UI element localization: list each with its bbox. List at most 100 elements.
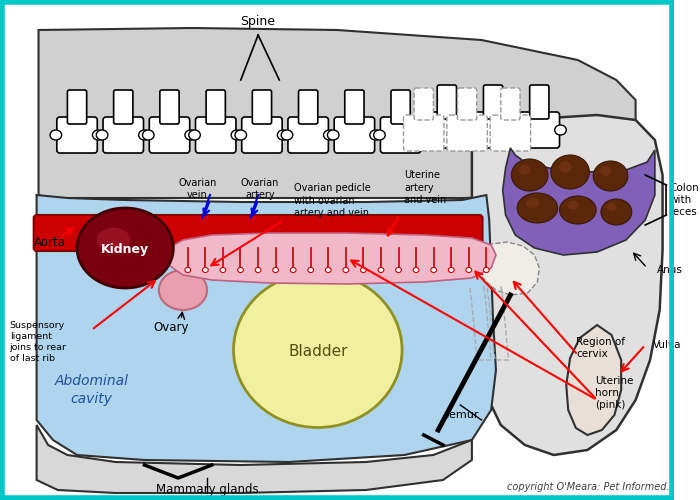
Ellipse shape xyxy=(593,161,628,191)
FancyBboxPatch shape xyxy=(67,90,87,124)
FancyBboxPatch shape xyxy=(380,117,421,153)
Text: Aorta: Aorta xyxy=(34,236,66,250)
Ellipse shape xyxy=(508,125,520,135)
FancyBboxPatch shape xyxy=(426,112,467,148)
FancyBboxPatch shape xyxy=(403,115,444,151)
Ellipse shape xyxy=(237,268,244,272)
Polygon shape xyxy=(36,195,496,462)
Text: Ovarian
vein: Ovarian vein xyxy=(178,178,216,200)
Polygon shape xyxy=(470,242,539,295)
FancyBboxPatch shape xyxy=(149,117,190,153)
Ellipse shape xyxy=(420,125,431,135)
Text: Ovarian
artery: Ovarian artery xyxy=(241,178,279,200)
Ellipse shape xyxy=(97,228,130,252)
Text: Ovarian pedicle
with ovarian
artery and vein: Ovarian pedicle with ovarian artery and … xyxy=(294,183,370,218)
FancyBboxPatch shape xyxy=(500,88,520,120)
Ellipse shape xyxy=(273,268,279,272)
FancyBboxPatch shape xyxy=(334,117,374,153)
Ellipse shape xyxy=(360,268,366,272)
Ellipse shape xyxy=(370,130,382,140)
Ellipse shape xyxy=(559,196,596,224)
Text: Region of
cervix: Region of cervix xyxy=(576,337,625,359)
Ellipse shape xyxy=(326,268,331,272)
Text: Kidney: Kidney xyxy=(101,244,149,256)
Ellipse shape xyxy=(77,208,174,288)
Ellipse shape xyxy=(512,125,524,135)
Ellipse shape xyxy=(281,130,293,140)
Ellipse shape xyxy=(189,130,200,140)
FancyBboxPatch shape xyxy=(414,88,433,120)
FancyBboxPatch shape xyxy=(391,90,410,124)
Ellipse shape xyxy=(159,270,207,310)
Ellipse shape xyxy=(559,162,572,172)
Ellipse shape xyxy=(462,125,474,135)
Polygon shape xyxy=(566,325,621,435)
Polygon shape xyxy=(503,148,655,255)
Text: Bladder: Bladder xyxy=(288,344,348,360)
FancyBboxPatch shape xyxy=(438,85,456,119)
FancyBboxPatch shape xyxy=(195,117,236,153)
Ellipse shape xyxy=(328,130,339,140)
Ellipse shape xyxy=(143,130,154,140)
FancyBboxPatch shape xyxy=(298,90,318,124)
Ellipse shape xyxy=(185,268,190,272)
Ellipse shape xyxy=(430,268,437,272)
Text: Ovary: Ovary xyxy=(154,322,189,334)
Text: Abdominal
cavity: Abdominal cavity xyxy=(55,374,129,406)
Text: Spine: Spine xyxy=(241,15,276,28)
Text: copyright O'Meara: Pet Informed.: copyright O'Meara: Pet Informed. xyxy=(507,482,669,492)
Ellipse shape xyxy=(448,268,454,272)
FancyBboxPatch shape xyxy=(113,90,133,124)
Ellipse shape xyxy=(308,268,314,272)
FancyBboxPatch shape xyxy=(447,115,487,151)
FancyBboxPatch shape xyxy=(473,112,513,148)
Ellipse shape xyxy=(255,268,261,272)
Ellipse shape xyxy=(517,193,558,223)
Ellipse shape xyxy=(185,130,197,140)
Text: Uterine
artery
and vein: Uterine artery and vein xyxy=(405,170,447,205)
FancyBboxPatch shape xyxy=(241,117,282,153)
Polygon shape xyxy=(159,233,496,284)
FancyBboxPatch shape xyxy=(206,90,225,124)
Ellipse shape xyxy=(519,165,531,175)
Ellipse shape xyxy=(526,198,539,208)
Ellipse shape xyxy=(554,125,566,135)
Ellipse shape xyxy=(378,268,384,272)
FancyBboxPatch shape xyxy=(490,115,531,151)
Polygon shape xyxy=(38,28,636,200)
Text: Mammary glands: Mammary glands xyxy=(155,483,258,496)
Polygon shape xyxy=(472,115,663,455)
Ellipse shape xyxy=(416,130,428,140)
Ellipse shape xyxy=(551,155,589,189)
Ellipse shape xyxy=(234,272,402,428)
Ellipse shape xyxy=(601,199,632,225)
Polygon shape xyxy=(36,425,472,493)
FancyBboxPatch shape xyxy=(530,85,549,119)
Ellipse shape xyxy=(220,268,226,272)
Ellipse shape xyxy=(343,268,349,272)
Text: femur: femur xyxy=(445,410,479,420)
FancyBboxPatch shape xyxy=(57,117,97,153)
FancyBboxPatch shape xyxy=(484,85,503,119)
Text: Anus: Anus xyxy=(657,265,682,275)
Text: Vulva: Vulva xyxy=(653,340,681,350)
Ellipse shape xyxy=(277,130,289,140)
Ellipse shape xyxy=(374,130,385,140)
Text: Uterine
horn
(pink): Uterine horn (pink) xyxy=(595,376,634,410)
Ellipse shape xyxy=(607,203,616,211)
Ellipse shape xyxy=(466,125,477,135)
Ellipse shape xyxy=(92,130,104,140)
Ellipse shape xyxy=(50,130,62,140)
FancyBboxPatch shape xyxy=(103,117,144,153)
Text: Suspensory
ligament
joins to rear
of last rib: Suspensory ligament joins to rear of las… xyxy=(10,321,66,363)
Ellipse shape xyxy=(231,130,243,140)
Ellipse shape xyxy=(466,268,472,272)
Ellipse shape xyxy=(413,268,419,272)
FancyBboxPatch shape xyxy=(457,88,477,120)
Ellipse shape xyxy=(600,166,612,176)
Ellipse shape xyxy=(235,130,246,140)
Ellipse shape xyxy=(97,130,108,140)
Ellipse shape xyxy=(202,268,208,272)
FancyBboxPatch shape xyxy=(288,117,328,153)
Ellipse shape xyxy=(567,200,579,209)
